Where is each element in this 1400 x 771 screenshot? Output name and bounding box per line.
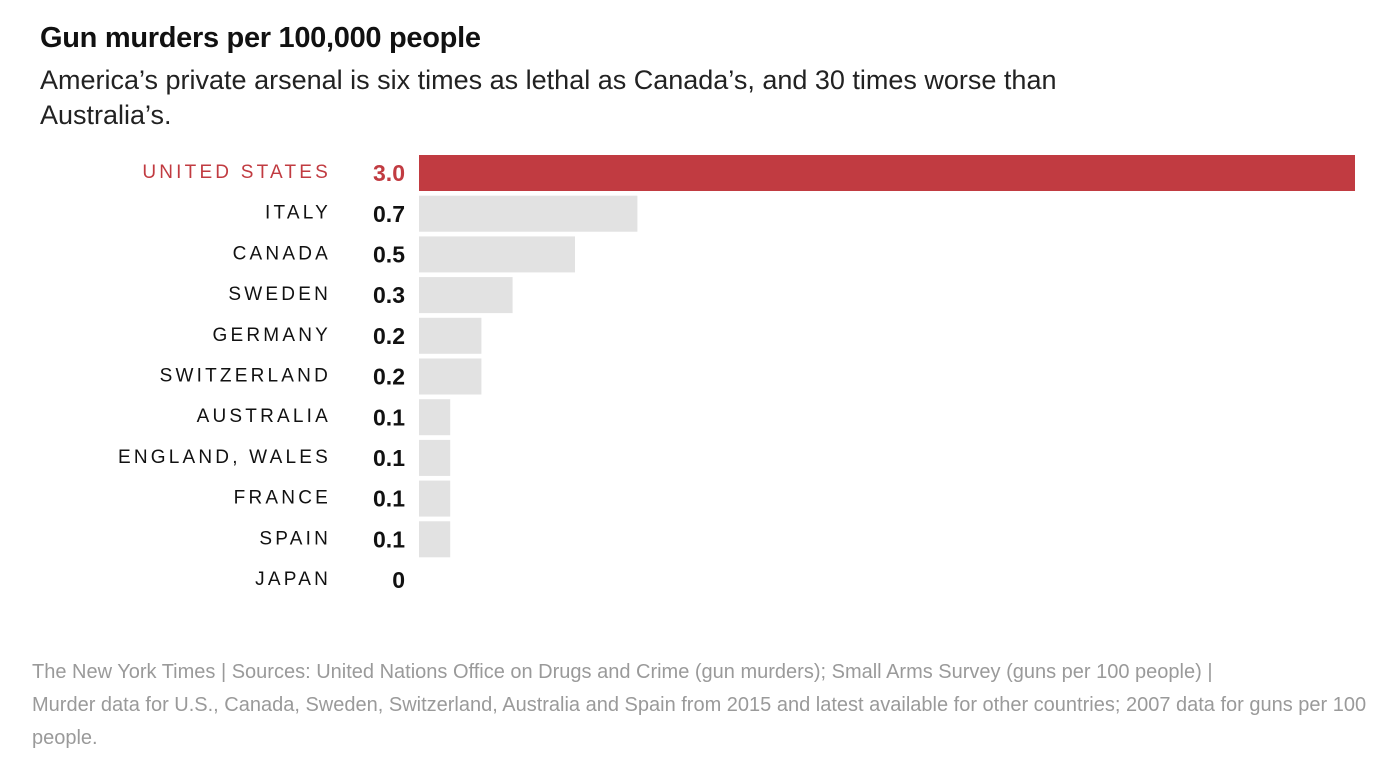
bar	[419, 439, 451, 476]
category-label: JAPAN	[255, 569, 331, 590]
category-label: FRANCE	[234, 488, 331, 509]
chart: UNITED STATES 3.0 ITALY 0.7 CANADA 0.5 SWEDEN 0…	[118, 155, 1355, 593]
category-label: ITALY	[265, 203, 331, 224]
category-label: CANADA	[233, 243, 331, 264]
bar	[419, 155, 1355, 191]
category-label: SWEDEN	[228, 284, 331, 305]
bar	[419, 236, 575, 273]
value-label: 0.2	[373, 323, 405, 349]
value-label: 0.3	[373, 282, 405, 308]
bar	[419, 195, 638, 232]
bar	[419, 277, 513, 314]
category-label: AUSTRALIA	[197, 406, 331, 427]
bar	[419, 480, 451, 517]
category-label: SPAIN	[259, 528, 331, 549]
bar	[419, 317, 482, 354]
source: The New York Times | Sources: United Nat…	[32, 661, 1213, 683]
category-label: SWITZERLAND	[160, 366, 331, 387]
note: Murder data for U.S., Canada, Sweden, Sw…	[32, 694, 1367, 749]
value-label: 0.1	[373, 404, 405, 430]
value-label: 3.0	[373, 160, 405, 186]
value-label: 0.1	[373, 526, 405, 552]
chart-title: Gun murders per 100,000 people	[40, 22, 481, 54]
value-label: 0.1	[373, 445, 405, 471]
category-label: ENGLAND, WALES	[118, 447, 331, 468]
bar	[419, 358, 482, 395]
chart-subtitle: America’s private arsenal is six times a…	[40, 65, 1057, 130]
bar	[419, 521, 451, 558]
footer: The New York Times | Sources: United Nat…	[32, 656, 1372, 755]
value-label: 0	[392, 567, 405, 593]
value-label: 0.2	[373, 364, 405, 390]
value-label: 0.1	[373, 486, 405, 512]
value-label: 0.7	[373, 201, 405, 227]
bar	[419, 399, 451, 436]
value-label: 0.5	[373, 241, 405, 267]
category-label: GERMANY	[213, 325, 331, 346]
category-label: UNITED STATES	[142, 162, 331, 183]
